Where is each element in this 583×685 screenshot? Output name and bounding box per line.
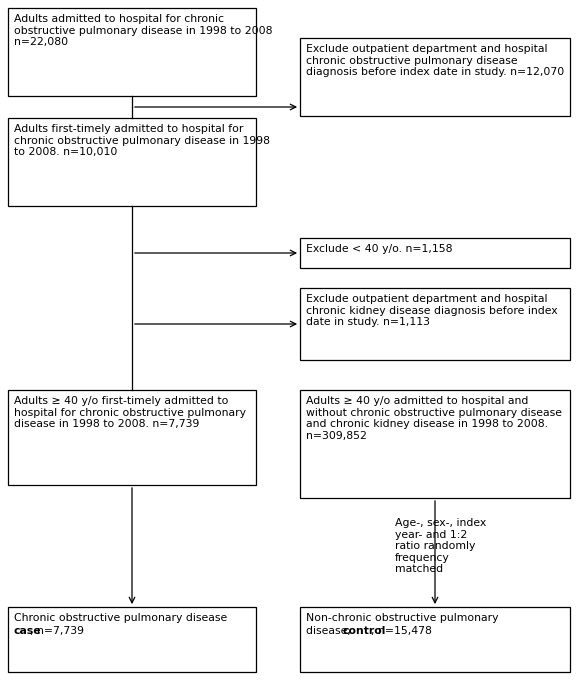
Bar [300,38,570,116]
Text: Exclude outpatient department and hospital
chronic obstructive pulmonary disease: Exclude outpatient department and hospit… [306,44,564,77]
Text: , n=7,739: , n=7,739 [30,626,84,636]
Text: control: control [342,626,386,636]
Text: Exclude < 40 y/o. n=1,158: Exclude < 40 y/o. n=1,158 [306,244,452,254]
Text: Exclude outpatient department and hospital
chronic kidney disease diagnosis befo: Exclude outpatient department and hospit… [306,294,557,327]
Text: case: case [14,626,41,636]
Bar [300,607,570,672]
Bar [8,8,256,96]
Text: Adults first-timely admitted to hospital for
chronic obstructive pulmonary disea: Adults first-timely admitted to hospital… [14,124,270,157]
Text: Adults admitted to hospital for chronic
obstructive pulmonary disease in 1998 to: Adults admitted to hospital for chronic … [14,14,272,47]
Bar [300,288,570,360]
Text: , n=15,478: , n=15,478 [371,626,432,636]
Text: Non-chronic obstructive pulmonary: Non-chronic obstructive pulmonary [306,613,498,623]
Bar [8,118,256,206]
Bar [8,390,256,485]
Bar [300,390,570,498]
Text: disease,: disease, [306,626,354,636]
Text: Age-, sex-, index
year- and 1:2
ratio randomly
frequency
matched: Age-, sex-, index year- and 1:2 ratio ra… [395,518,486,575]
Text: Adults ≥ 40 y/o first-timely admitted to
hospital for chronic obstructive pulmon: Adults ≥ 40 y/o first-timely admitted to… [14,396,246,429]
Text: Adults ≥ 40 y/o admitted to hospital and
without chronic obstructive pulmonary d: Adults ≥ 40 y/o admitted to hospital and… [306,396,562,441]
Bar [300,238,570,268]
Bar [8,607,256,672]
Text: Chronic obstructive pulmonary disease: Chronic obstructive pulmonary disease [14,613,227,623]
